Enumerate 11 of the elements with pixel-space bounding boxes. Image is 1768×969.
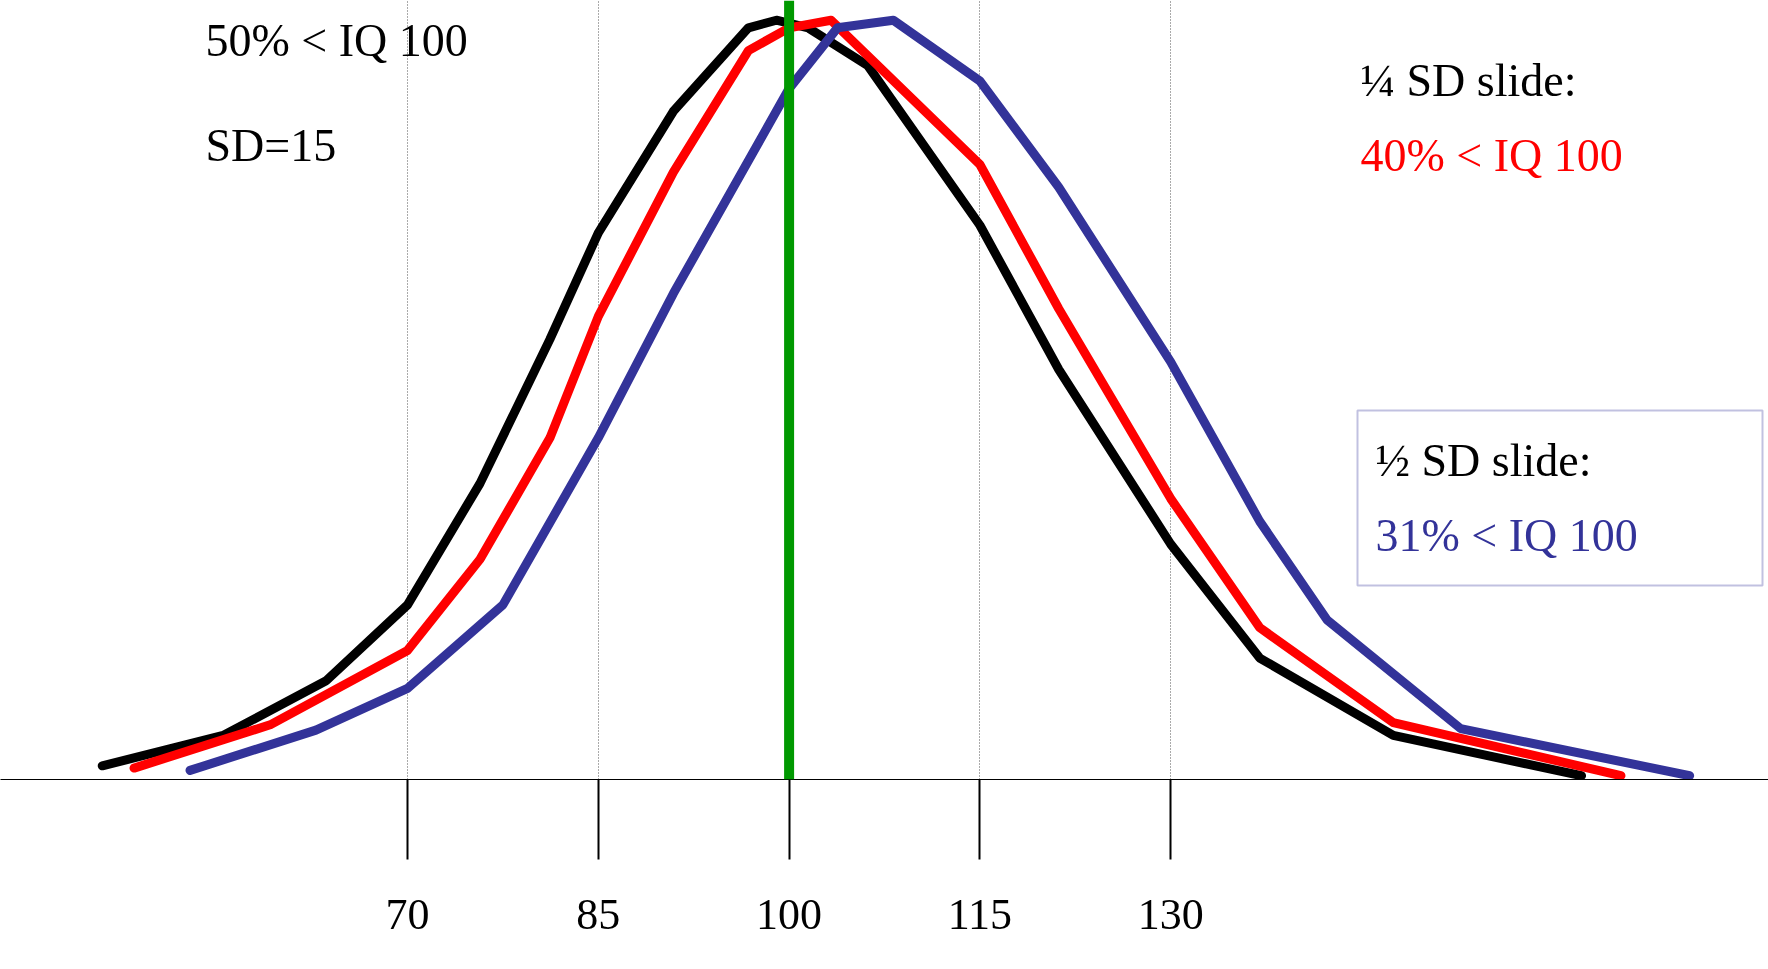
x-tick-label: 100	[756, 889, 823, 939]
text: 50% < IQ 100	[205, 15, 468, 66]
x-tick-label: 115	[947, 889, 1013, 939]
annotation: ¼ SD slide:	[1360, 55, 1577, 106]
series-label: 31% < IQ 100	[1375, 510, 1638, 561]
annotation: SD=15	[205, 120, 337, 171]
x-tick-label: 130	[1137, 889, 1204, 939]
text: 40% < IQ 100	[1360, 130, 1623, 181]
x-tick-label: 85	[576, 889, 621, 939]
x-tick-label: 70	[385, 889, 430, 939]
annotation: ½ SD slide:	[1375, 435, 1592, 486]
